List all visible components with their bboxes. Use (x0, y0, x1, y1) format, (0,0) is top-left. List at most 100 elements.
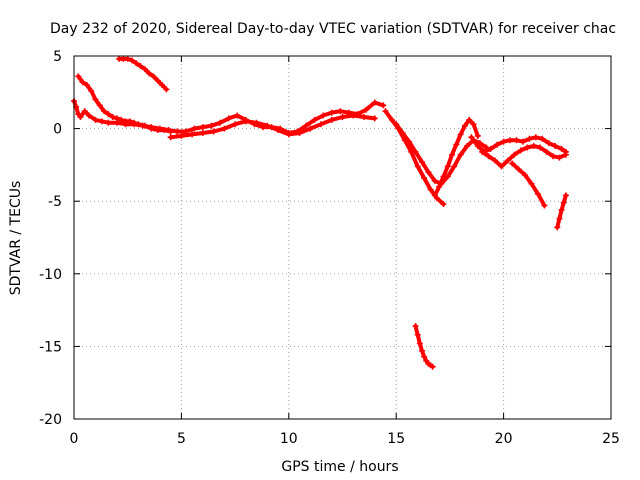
data-point (449, 151, 456, 158)
data-point (457, 131, 464, 138)
x-tick-label: 15 (387, 431, 405, 447)
data-point (421, 174, 428, 181)
data-point (519, 138, 526, 145)
data-point (406, 138, 413, 145)
data-point (562, 151, 569, 158)
data-point (470, 121, 477, 128)
data-point (339, 113, 346, 120)
data-point (199, 124, 206, 131)
data-point (511, 151, 518, 158)
series-track-right-down (509, 160, 548, 209)
data-point (440, 173, 447, 180)
y-tick-label: -15 (39, 339, 62, 355)
data-point (141, 66, 148, 73)
series-track-rise (431, 116, 481, 199)
data-point (556, 215, 563, 222)
data-point (174, 128, 181, 135)
data-point (124, 55, 131, 62)
series-trace (394, 122, 489, 186)
data-point (534, 190, 541, 197)
data-point (558, 206, 565, 213)
data-point (150, 73, 157, 80)
data-point (328, 109, 335, 116)
data-point (418, 158, 425, 165)
data-point (189, 131, 196, 138)
data-point (414, 331, 421, 338)
y-tick-label: -5 (48, 194, 62, 210)
chart-title: Day 232 of 2020, Sidereal Day-to-day VTE… (50, 21, 616, 37)
data-point (363, 106, 370, 113)
data-point (562, 192, 569, 199)
x-tick-label: 25 (602, 431, 620, 447)
series-track-far-right (554, 192, 569, 231)
plot-frame (73, 55, 612, 420)
data-point (217, 119, 224, 126)
data-point (96, 102, 103, 109)
data-point (350, 112, 357, 119)
series-track-outlier (412, 323, 436, 370)
data-point (128, 57, 135, 64)
grid-lines (74, 56, 611, 419)
data-point (412, 148, 419, 155)
data-point (253, 119, 260, 126)
data-point (474, 143, 481, 150)
data-point (156, 125, 163, 132)
data-point (554, 224, 561, 231)
data-point (418, 347, 425, 354)
data-point (393, 121, 400, 128)
data-point (113, 119, 120, 126)
data-point (328, 116, 335, 123)
series-trace (432, 117, 480, 198)
y-tick-label: -10 (39, 267, 62, 283)
data-point (146, 70, 153, 77)
data-point (139, 122, 146, 129)
data-point (159, 82, 166, 89)
data-point (414, 163, 421, 170)
data-point (208, 122, 215, 129)
data-point (296, 129, 303, 136)
data-point (524, 144, 531, 151)
data-point (311, 116, 318, 123)
data-point (199, 129, 206, 136)
data-point (101, 108, 108, 115)
data-point (137, 63, 144, 70)
data-point (337, 108, 344, 115)
data-point (92, 96, 99, 103)
data-point (86, 112, 93, 119)
series-trace (469, 135, 568, 154)
series-trace (383, 109, 446, 207)
data-point (191, 125, 198, 132)
data-point (242, 118, 249, 125)
data-point (541, 202, 548, 209)
data-point (537, 144, 544, 151)
data-point (264, 122, 271, 129)
data-point (429, 363, 436, 370)
x-tick-label: 0 (70, 431, 79, 447)
series-track-lower-band (167, 112, 378, 141)
data-point (487, 145, 494, 152)
data-point (464, 143, 471, 150)
y-tick-label: 0 (53, 122, 62, 138)
series-track-right-mid (479, 143, 569, 170)
data-point (539, 135, 546, 142)
data-point (148, 124, 155, 131)
data-point (453, 141, 460, 148)
data-point (492, 157, 499, 164)
data-point (122, 121, 129, 128)
data-point (371, 99, 378, 106)
data-point (515, 166, 522, 173)
data-point (302, 122, 309, 129)
data-point (522, 172, 529, 179)
data-point (513, 137, 520, 144)
y-tick-label: -20 (39, 412, 62, 428)
data-point (526, 135, 533, 142)
data-point (457, 151, 464, 158)
data-point (532, 134, 539, 141)
data-point (221, 125, 228, 132)
data-point (530, 143, 537, 150)
data-point (77, 113, 84, 120)
data-point (388, 116, 395, 123)
data-point (468, 134, 475, 141)
data-point (543, 148, 550, 155)
